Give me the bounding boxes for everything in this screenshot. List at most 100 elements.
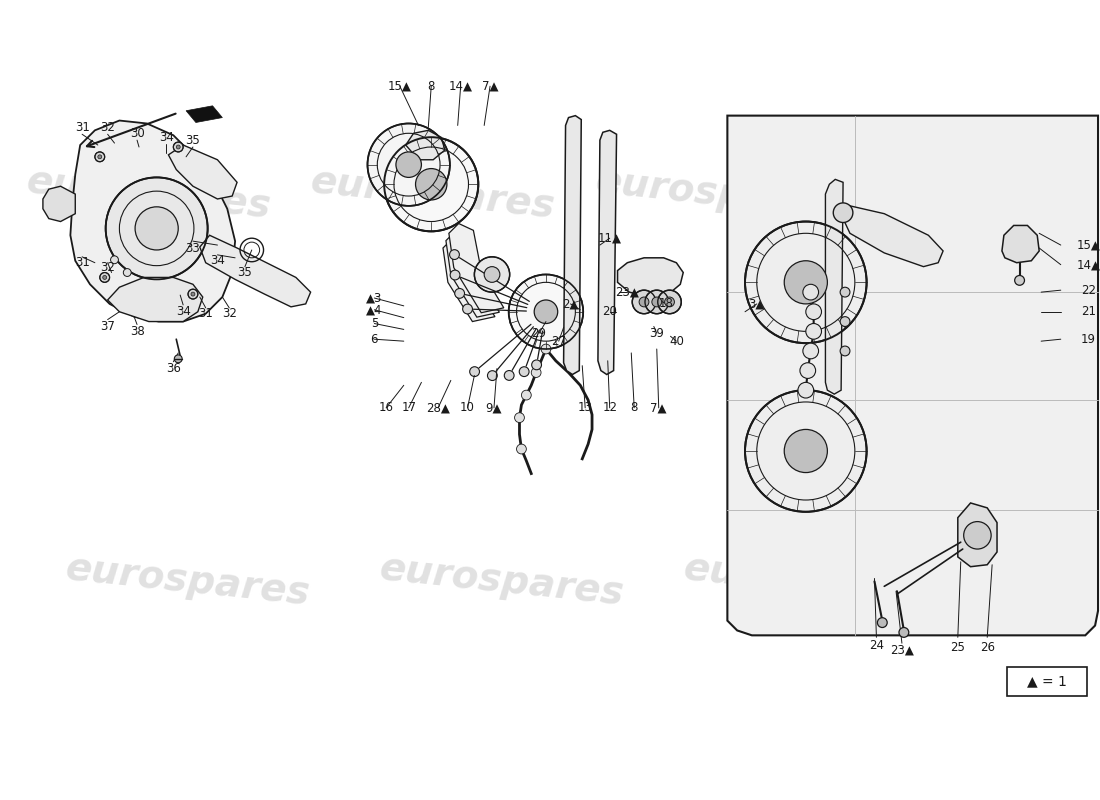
Text: 27: 27 xyxy=(551,334,566,348)
Polygon shape xyxy=(598,130,617,374)
Circle shape xyxy=(784,430,827,473)
Circle shape xyxy=(645,290,669,314)
Text: 14▲: 14▲ xyxy=(449,80,473,93)
Polygon shape xyxy=(108,278,202,322)
Polygon shape xyxy=(825,179,843,394)
Circle shape xyxy=(484,266,499,282)
Text: 23▲: 23▲ xyxy=(890,643,914,657)
Polygon shape xyxy=(563,116,581,374)
Text: 3▲: 3▲ xyxy=(749,298,764,310)
Circle shape xyxy=(964,522,991,549)
Text: ▲4: ▲4 xyxy=(366,303,383,316)
Polygon shape xyxy=(200,235,310,307)
Text: eurospares: eurospares xyxy=(593,162,842,226)
Circle shape xyxy=(111,256,119,264)
Text: 31: 31 xyxy=(198,307,213,320)
Circle shape xyxy=(800,362,815,378)
Polygon shape xyxy=(727,116,1098,635)
Circle shape xyxy=(98,155,101,158)
Circle shape xyxy=(803,343,818,359)
Text: 7▲: 7▲ xyxy=(482,80,498,93)
Polygon shape xyxy=(406,130,446,160)
Text: 33: 33 xyxy=(186,242,200,254)
Circle shape xyxy=(384,138,478,231)
Text: 29: 29 xyxy=(531,327,547,340)
Circle shape xyxy=(100,273,110,282)
Circle shape xyxy=(174,142,183,152)
Text: 30: 30 xyxy=(130,126,144,140)
Circle shape xyxy=(396,152,421,178)
Circle shape xyxy=(531,368,541,378)
Circle shape xyxy=(652,297,662,307)
Circle shape xyxy=(504,370,514,380)
Circle shape xyxy=(531,360,541,370)
Text: 32: 32 xyxy=(100,121,116,134)
Text: 11▲: 11▲ xyxy=(597,232,622,245)
Circle shape xyxy=(176,145,180,149)
Circle shape xyxy=(102,275,107,279)
Text: 14▲: 14▲ xyxy=(1076,258,1100,271)
Text: 34: 34 xyxy=(160,130,174,144)
Circle shape xyxy=(784,261,827,304)
Circle shape xyxy=(639,297,649,307)
Text: 8: 8 xyxy=(428,80,435,93)
Polygon shape xyxy=(843,206,943,266)
Circle shape xyxy=(878,618,888,627)
Polygon shape xyxy=(1002,226,1040,262)
Text: 35: 35 xyxy=(238,266,252,279)
Polygon shape xyxy=(446,231,499,317)
Circle shape xyxy=(519,366,529,377)
Text: 21: 21 xyxy=(1080,306,1096,318)
Circle shape xyxy=(487,370,497,381)
Polygon shape xyxy=(43,186,75,222)
Circle shape xyxy=(470,366,480,377)
Circle shape xyxy=(450,270,460,280)
Text: 2▲: 2▲ xyxy=(562,298,579,310)
Circle shape xyxy=(632,290,656,314)
Circle shape xyxy=(474,257,509,292)
Circle shape xyxy=(798,382,814,398)
Text: eurospares: eurospares xyxy=(309,162,558,226)
Text: eurospares: eurospares xyxy=(377,550,626,613)
Circle shape xyxy=(135,207,178,250)
Text: 22: 22 xyxy=(1080,284,1096,297)
Text: 31: 31 xyxy=(75,256,89,270)
Text: 38: 38 xyxy=(130,325,144,338)
Polygon shape xyxy=(168,145,238,199)
Circle shape xyxy=(191,292,195,296)
Circle shape xyxy=(1014,275,1024,286)
Polygon shape xyxy=(443,238,495,322)
Circle shape xyxy=(899,627,909,638)
Circle shape xyxy=(450,250,460,259)
Text: 15▲: 15▲ xyxy=(1076,238,1100,251)
Text: 16: 16 xyxy=(378,402,394,414)
Circle shape xyxy=(188,289,198,299)
Circle shape xyxy=(806,304,822,319)
Circle shape xyxy=(123,269,131,277)
Text: ▲3: ▲3 xyxy=(366,291,383,305)
Circle shape xyxy=(95,152,104,162)
Text: 32: 32 xyxy=(222,307,236,320)
Circle shape xyxy=(806,323,822,339)
Circle shape xyxy=(416,169,447,200)
Text: 7▲: 7▲ xyxy=(650,402,667,414)
Circle shape xyxy=(803,284,818,300)
Text: 31: 31 xyxy=(75,121,89,134)
Text: 13: 13 xyxy=(578,402,593,414)
Circle shape xyxy=(840,317,850,326)
Circle shape xyxy=(541,344,551,354)
Text: 19: 19 xyxy=(1080,333,1096,346)
Circle shape xyxy=(840,287,850,297)
Polygon shape xyxy=(186,106,222,122)
Circle shape xyxy=(515,413,525,422)
Circle shape xyxy=(745,390,867,512)
Text: 15▲: 15▲ xyxy=(388,80,411,93)
Circle shape xyxy=(517,444,526,454)
Circle shape xyxy=(106,178,208,279)
Text: 35: 35 xyxy=(186,134,200,146)
Text: eurospares: eurospares xyxy=(64,550,312,613)
Text: 12: 12 xyxy=(602,402,617,414)
Circle shape xyxy=(174,355,183,362)
Circle shape xyxy=(367,123,450,206)
Text: 34: 34 xyxy=(176,306,190,318)
